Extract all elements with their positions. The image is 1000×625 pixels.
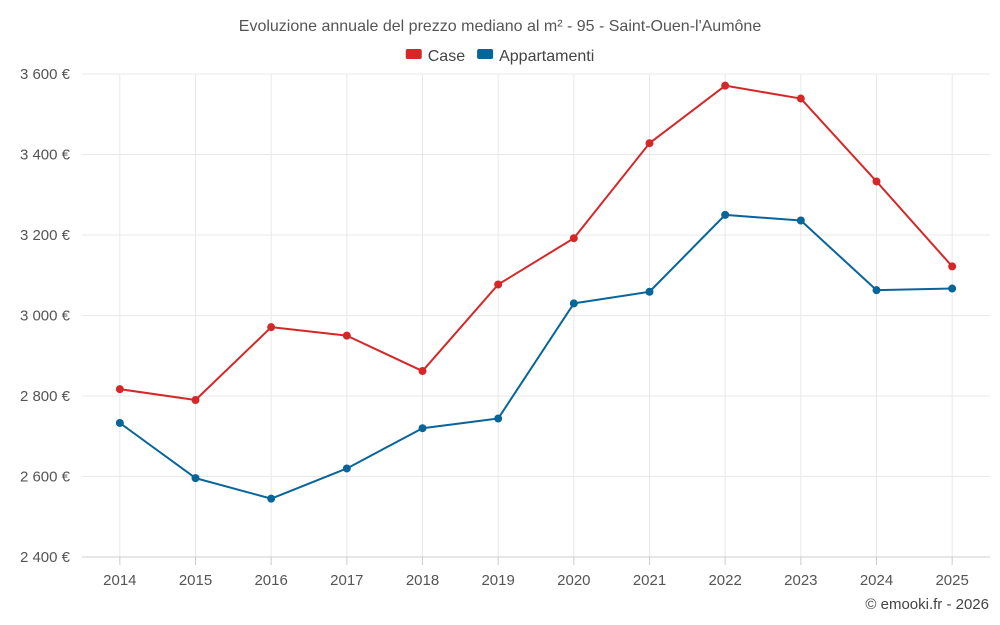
data-point-appartamenti[interactable]: [796, 216, 805, 225]
series-line-appartamenti: [119, 213, 953, 500]
legend-label: Appartamenti: [499, 48, 594, 65]
legend-label: Case: [428, 48, 465, 65]
data-point-appartamenti[interactable]: [342, 464, 351, 473]
data-point-case[interactable]: [569, 234, 578, 243]
data-point-case[interactable]: [494, 280, 503, 289]
x-tick-label: 2017: [330, 572, 363, 589]
data-point-case[interactable]: [872, 177, 881, 186]
y-tick-label: 2 400 €: [20, 549, 71, 566]
data-point-case[interactable]: [267, 323, 276, 332]
x-tick-label: 2023: [784, 572, 817, 589]
series-appartamenti: [115, 210, 957, 503]
data-point-appartamenti[interactable]: [418, 424, 427, 433]
x-tick-label: 2022: [708, 572, 741, 589]
data-point-case[interactable]: [191, 396, 200, 405]
y-tick-label: 3 000 €: [20, 308, 71, 325]
y-tick-label: 3 400 €: [20, 147, 71, 164]
credit-text: © emooki.fr - 2026: [865, 596, 989, 613]
chart-title: Evoluzione annuale del prezzo mediano al…: [239, 18, 762, 35]
legend-item-case[interactable]: Case: [405, 48, 465, 65]
series-case: [115, 81, 957, 405]
data-point-case[interactable]: [948, 262, 957, 271]
data-point-case[interactable]: [342, 331, 351, 340]
legend-swatch: [405, 49, 422, 59]
data-point-case[interactable]: [115, 385, 124, 394]
x-tick-label: 2016: [254, 572, 287, 589]
x-tick-label: 2024: [860, 572, 893, 589]
y-tick-label: 3 600 €: [20, 66, 71, 83]
legend-item-appartamenti[interactable]: Appartamenti: [477, 48, 594, 65]
data-point-appartamenti[interactable]: [645, 287, 654, 296]
x-tick-label: 2021: [633, 572, 666, 589]
data-point-case[interactable]: [645, 139, 654, 148]
axes: 2 400 € 2 600 € 2 800 € 3 000 € 3 200 € 3 400…: [20, 66, 990, 589]
series-layer: [115, 81, 957, 503]
grid: [82, 73, 990, 557]
data-point-appartamenti[interactable]: [494, 414, 503, 423]
data-point-case[interactable]: [418, 367, 427, 376]
y-tick-label: 2 800 €: [20, 388, 71, 405]
data-point-appartamenti[interactable]: [115, 418, 124, 427]
data-point-appartamenti[interactable]: [569, 299, 578, 308]
data-point-case[interactable]: [796, 94, 805, 103]
x-tick-label: 2020: [557, 572, 590, 589]
data-point-case[interactable]: [721, 81, 730, 90]
y-tick-label: 3 200 €: [20, 227, 71, 244]
legend-swatch: [477, 49, 494, 59]
x-tick-label: 2025: [935, 572, 968, 589]
x-tick-label: 2015: [179, 572, 212, 589]
legend[interactable]: Case Appartamenti: [405, 48, 595, 65]
data-point-appartamenti[interactable]: [267, 494, 276, 503]
data-point-appartamenti[interactable]: [721, 210, 730, 219]
data-point-appartamenti[interactable]: [191, 474, 200, 483]
x-tick-label: 2019: [481, 572, 514, 589]
x-tick-label: 2014: [103, 572, 136, 589]
series-line-case: [119, 84, 953, 402]
data-point-appartamenti[interactable]: [948, 284, 957, 293]
y-tick-label: 2 600 €: [20, 469, 71, 486]
x-tick-label: 2018: [406, 572, 439, 589]
data-point-appartamenti[interactable]: [872, 286, 881, 295]
